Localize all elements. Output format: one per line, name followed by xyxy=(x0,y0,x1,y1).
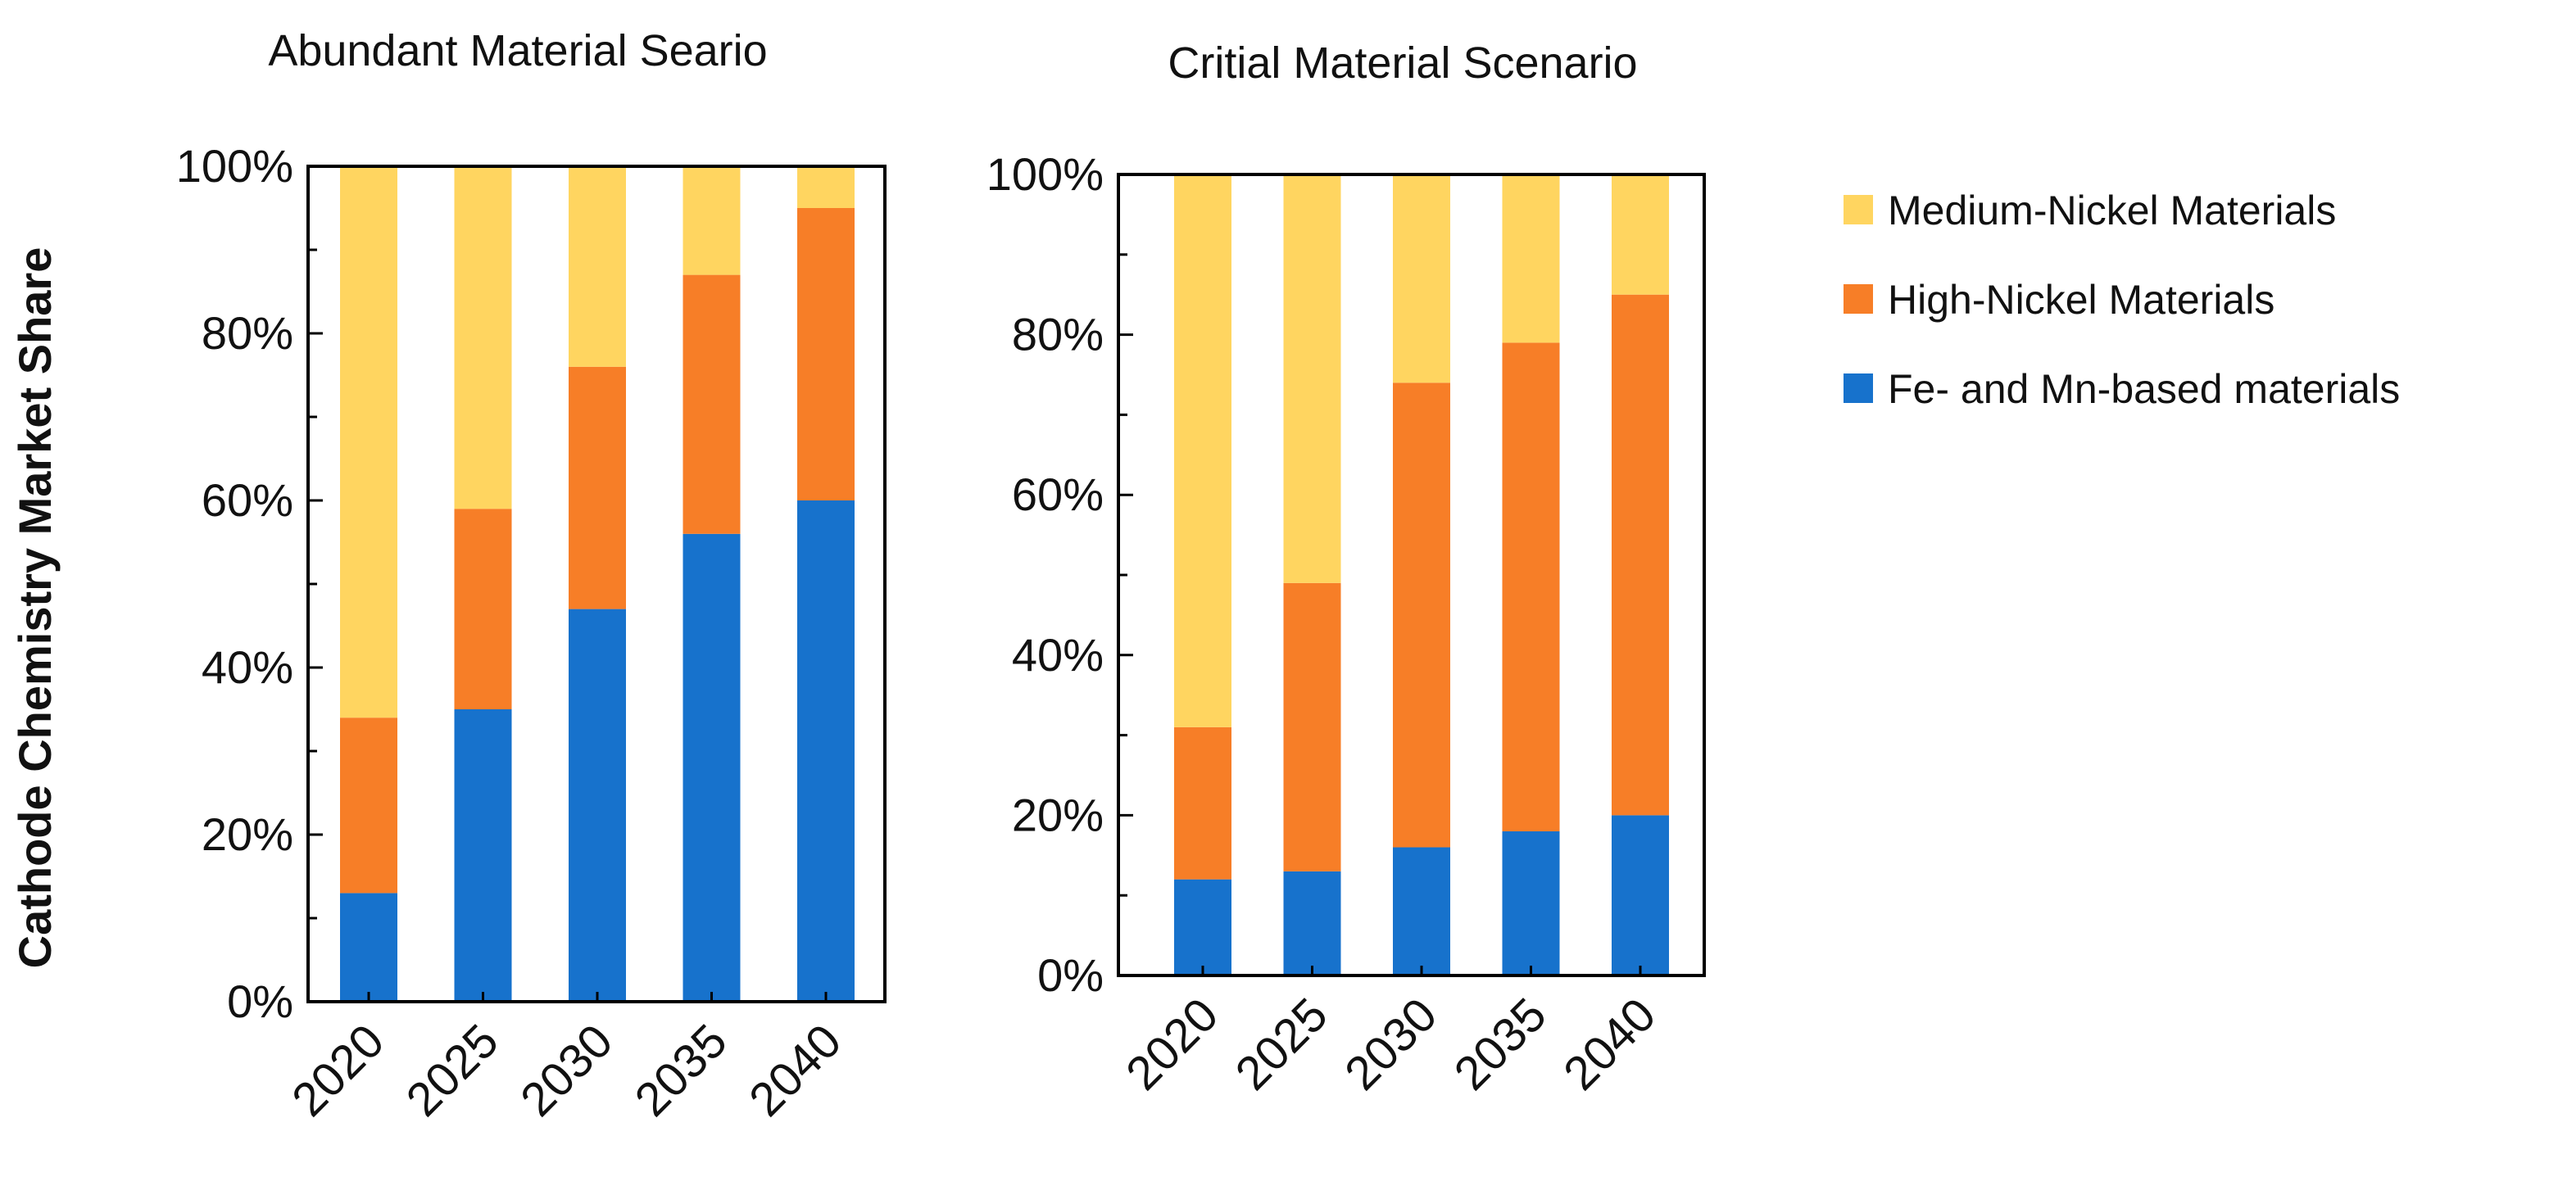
bar-segment xyxy=(1283,871,1341,975)
y-tick-label: 20% xyxy=(202,808,293,860)
bar-segment xyxy=(1612,815,1669,975)
y-tick-label: 80% xyxy=(202,307,293,359)
y-tick-label: 100% xyxy=(986,148,1104,200)
bar-segment xyxy=(340,717,397,894)
panel-critical-scenario: Critial Material Scenario 0% 20% 40% 60% 80% 1… xyxy=(986,38,1706,1100)
bar-segment xyxy=(683,533,741,1002)
bar-segment xyxy=(683,274,741,534)
y-tick-label: 60% xyxy=(202,474,293,526)
x-tick-label: 2025 xyxy=(396,1014,508,1126)
bar-segment xyxy=(1174,879,1231,975)
bar-segment xyxy=(1283,582,1341,871)
y-tick-label: 100% xyxy=(176,140,293,192)
bar-segment xyxy=(1612,294,1669,816)
bar-segment xyxy=(1502,831,1560,975)
y-tick-label: 40% xyxy=(1012,629,1104,681)
y-axis-label: Cathode Chemistry Market Share xyxy=(9,247,61,969)
y-tick-label: 60% xyxy=(1012,468,1104,520)
bar-segment xyxy=(1612,174,1669,295)
x-tick-label: 2035 xyxy=(624,1014,737,1126)
x-tick-label: 2040 xyxy=(739,1014,851,1126)
bar-segment xyxy=(454,166,512,509)
y-tick-label: 0% xyxy=(1037,949,1104,1001)
bar-segment xyxy=(569,366,626,609)
bar-segment xyxy=(1174,174,1231,727)
legend-label: Medium-Nickel Materials xyxy=(1888,188,2336,233)
x-tick-label: 2040 xyxy=(1553,988,1666,1100)
panel-abundant-scenario: Abundant Material Seario 0% 20% 40% 60% 80% 10… xyxy=(176,26,887,1126)
chart-title: Abundant Material Seario xyxy=(268,26,767,75)
bar-segment xyxy=(454,509,512,709)
y-tick-label: 40% xyxy=(202,641,293,693)
bar-segment xyxy=(1393,847,1450,975)
legend-label: High-Nickel Materials xyxy=(1888,277,2274,323)
bar-segment xyxy=(797,166,855,208)
bar-segment xyxy=(1393,382,1450,848)
y-tick-label: 0% xyxy=(227,975,293,1027)
y-tick-label: 80% xyxy=(1012,309,1104,360)
bar-segment xyxy=(569,609,626,1002)
legend-swatch xyxy=(1844,284,1873,314)
x-tick-label: 2020 xyxy=(1116,988,1228,1100)
legend-label: Fe- and Mn-based materials xyxy=(1888,366,2400,412)
y-tick-label: 20% xyxy=(1012,789,1104,840)
x-tick-label: 2025 xyxy=(1225,988,1337,1100)
bar-segment xyxy=(340,893,397,1002)
bar-segment xyxy=(454,709,512,1002)
bar-segment xyxy=(683,166,741,275)
bar-segment xyxy=(1174,726,1231,880)
legend-swatch xyxy=(1844,373,1873,403)
legend-swatch xyxy=(1844,195,1873,224)
bar-segment xyxy=(1502,342,1560,831)
bar-segment xyxy=(1283,174,1341,583)
legend: Medium-Nickel Materials High-Nickel Mater… xyxy=(1844,188,2400,412)
x-tick-label: 2020 xyxy=(282,1014,394,1126)
bar-segment xyxy=(797,208,855,500)
x-tick-label: 2030 xyxy=(510,1014,623,1126)
x-tick-label: 2035 xyxy=(1444,988,1556,1100)
bar-segment xyxy=(1502,174,1560,343)
bar-segment xyxy=(340,166,397,718)
bar-segment xyxy=(569,166,626,367)
bar-segment xyxy=(1393,174,1450,383)
x-tick-label: 2030 xyxy=(1335,988,1447,1100)
chart-title: Critial Material Scenario xyxy=(1168,38,1637,88)
bar-segment xyxy=(797,500,855,1002)
